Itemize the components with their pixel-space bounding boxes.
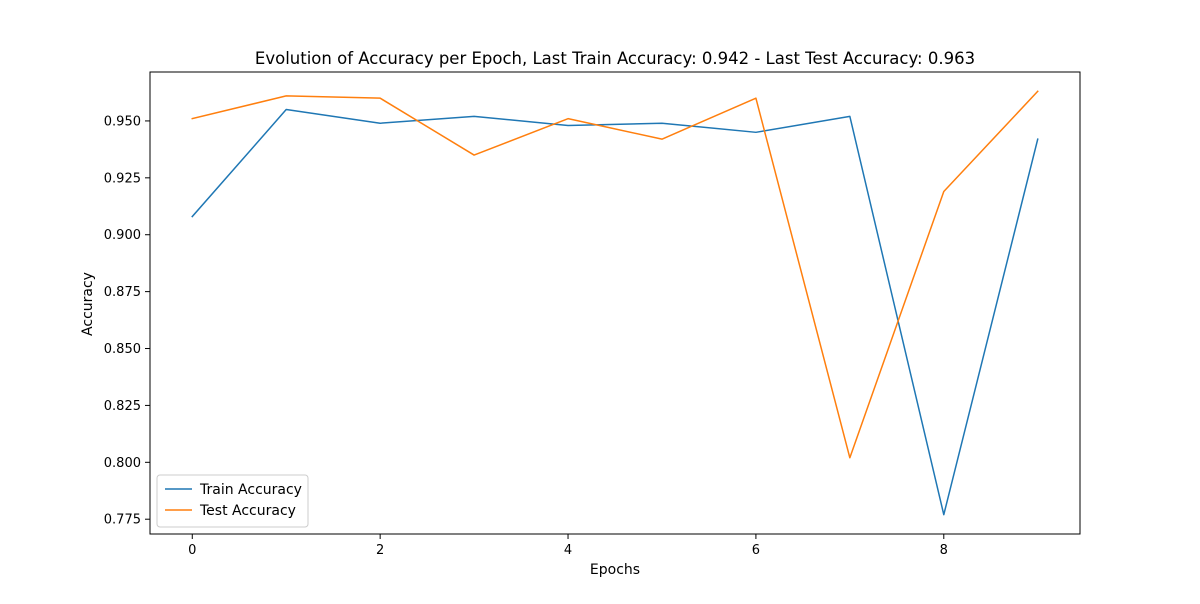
y-tick-label: 0.900 xyxy=(104,228,141,243)
y-tick-label: 0.775 xyxy=(104,513,141,528)
y-tick-label: 0.925 xyxy=(104,171,141,186)
series-line-train-accuracy xyxy=(191,108,1039,516)
x-tick-label: 4 xyxy=(564,543,572,558)
series-line-test-accuracy xyxy=(191,90,1039,459)
plot-area xyxy=(149,71,1081,535)
x-axis-label: Epochs xyxy=(590,562,640,578)
legend-box xyxy=(156,474,309,528)
y-tick-label: 0.875 xyxy=(104,285,141,300)
y-tick-label: 0.950 xyxy=(104,114,141,129)
legend-label: Test Accuracy xyxy=(199,503,296,519)
legend: Train Accuracy Test Accuracy xyxy=(156,474,309,528)
chart-title: Evolution of Accuracy per Epoch, Last Tr… xyxy=(255,49,975,68)
x-tick-label: 8 xyxy=(940,543,948,558)
legend-label: Train Accuracy xyxy=(199,482,302,498)
x-tick-label: 6 xyxy=(752,543,760,558)
x-tick-label: 0 xyxy=(188,543,196,558)
series-lines xyxy=(191,90,1039,516)
y-tick-label: 0.850 xyxy=(104,342,141,357)
y-tick-label: 0.825 xyxy=(104,399,141,414)
y-axis-label: Accuracy xyxy=(80,272,96,336)
y-axis: 0.775 0.800 0.825 0.850 0.875 0.900 0.925 0.950 xyxy=(104,114,150,528)
x-axis: 0 2 4 6 8 xyxy=(188,534,948,558)
y-tick-label: 0.800 xyxy=(104,456,141,471)
plot-frame xyxy=(149,71,1081,535)
x-tick-label: 2 xyxy=(376,543,384,558)
